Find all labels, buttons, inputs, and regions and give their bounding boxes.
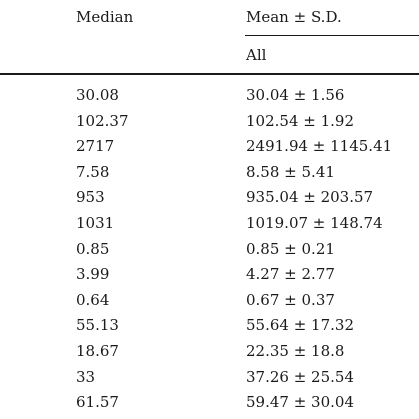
table-row: 2717 2491.94 ± 1145.41 bbox=[0, 137, 419, 163]
median-cell: 30.08 bbox=[76, 86, 119, 104]
table-row: 0.64 0.67 ± 0.37 bbox=[0, 291, 419, 317]
table-row: 55.13 55.64 ± 17.32 bbox=[0, 316, 419, 342]
table-row: 3.99 4.27 ± 2.77 bbox=[0, 265, 419, 291]
table-row: 102.37 102.54 ± 1.92 bbox=[0, 112, 419, 138]
mean-sd-cell: 30.04 ± 1.56 bbox=[246, 86, 345, 104]
table-row: 30.08 30.04 ± 1.56 bbox=[0, 86, 419, 112]
mean-sd-cell: 22.35 ± 18.8 bbox=[246, 341, 345, 360]
mean-sd-cell: 8.58 ± 5.41 bbox=[246, 162, 335, 181]
mean-sd-cell: 0.85 ± 0.21 bbox=[246, 239, 335, 258]
median-cell: 61.57 bbox=[76, 393, 119, 412]
mean-sd-cell: 935.04 ± 203.57 bbox=[246, 188, 374, 207]
median-cell: 1031 bbox=[76, 213, 115, 232]
table-row: 1031 1019.07 ± 148.74 bbox=[0, 214, 419, 240]
table-row: 0.85 0.85 ± 0.21 bbox=[0, 240, 419, 266]
median-cell: 953 bbox=[76, 188, 105, 207]
mean-sd-cell: 37.26 ± 25.54 bbox=[246, 367, 354, 386]
table-row: 33 37.26 ± 25.54 bbox=[0, 368, 419, 394]
mean-sd-cell: 4.27 ± 2.77 bbox=[246, 265, 335, 284]
median-cell: 55.13 bbox=[76, 316, 119, 335]
median-cell: 102.37 bbox=[76, 111, 129, 130]
mean-sd-cell: 1019.07 ± 148.74 bbox=[246, 213, 383, 232]
column-header-median: Median bbox=[76, 8, 134, 26]
median-cell: 0.85 bbox=[76, 239, 110, 258]
column-subheader-all: All bbox=[246, 46, 267, 64]
table-row: 953 935.04 ± 203.57 bbox=[0, 188, 419, 214]
mean-sd-cell: 102.54 ± 1.92 bbox=[246, 111, 354, 130]
header-rule bbox=[0, 73, 419, 75]
table-row: 7.58 8.58 ± 5.41 bbox=[0, 163, 419, 189]
table-row: 18.67 22.35 ± 18.8 bbox=[0, 342, 419, 368]
median-cell: 7.58 bbox=[76, 162, 110, 181]
column-header-mean-sd: Mean ± S.D. bbox=[246, 8, 342, 26]
mean-sd-cell: 0.67 ± 0.37 bbox=[246, 290, 335, 309]
mean-sd-cell: 55.64 ± 17.32 bbox=[246, 316, 354, 335]
table-body: 30.08 30.04 ± 1.56 102.37 102.54 ± 1.92 … bbox=[0, 86, 419, 419]
header-subrule bbox=[245, 35, 419, 36]
median-cell: 0.64 bbox=[76, 290, 110, 309]
median-cell: 33 bbox=[76, 367, 96, 386]
mean-sd-cell: 2491.94 ± 1145.41 bbox=[246, 137, 393, 156]
mean-sd-cell: 59.47 ± 30.04 bbox=[246, 393, 354, 412]
median-cell: 2717 bbox=[76, 137, 115, 156]
table-row: 61.57 59.47 ± 30.04 bbox=[0, 393, 419, 419]
median-cell: 3.99 bbox=[76, 265, 110, 284]
median-cell: 18.67 bbox=[76, 341, 119, 360]
